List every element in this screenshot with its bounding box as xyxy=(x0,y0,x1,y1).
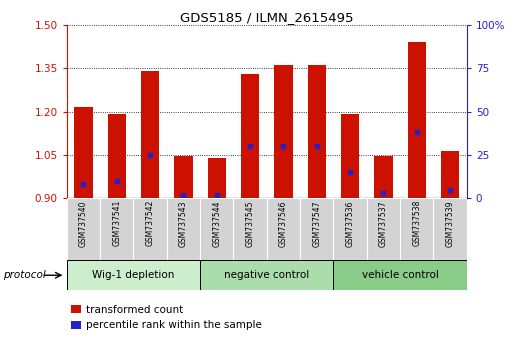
Bar xyxy=(367,198,400,260)
Bar xyxy=(141,71,159,198)
Bar xyxy=(74,107,92,198)
Bar xyxy=(333,198,367,260)
Bar xyxy=(308,65,326,198)
Bar xyxy=(267,198,300,260)
Text: GSM737539: GSM737539 xyxy=(446,200,455,247)
Bar xyxy=(374,156,392,198)
Text: negative control: negative control xyxy=(224,270,309,280)
Title: GDS5185 / ILMN_2615495: GDS5185 / ILMN_2615495 xyxy=(180,11,353,24)
Bar xyxy=(100,198,133,260)
Text: GSM737538: GSM737538 xyxy=(412,200,421,246)
Bar xyxy=(241,74,259,198)
Text: GSM737543: GSM737543 xyxy=(179,200,188,247)
Text: GSM737537: GSM737537 xyxy=(379,200,388,247)
Bar xyxy=(433,198,467,260)
Text: GSM737544: GSM737544 xyxy=(212,200,221,247)
Text: protocol: protocol xyxy=(3,270,46,280)
Bar xyxy=(400,198,433,260)
Text: GSM737536: GSM737536 xyxy=(346,200,354,247)
Text: vehicle control: vehicle control xyxy=(362,270,439,280)
Bar xyxy=(233,198,267,260)
Bar xyxy=(274,65,292,198)
Text: GSM737545: GSM737545 xyxy=(246,200,254,247)
Bar xyxy=(333,260,467,290)
Text: GSM737542: GSM737542 xyxy=(146,200,154,246)
Text: GSM737547: GSM737547 xyxy=(312,200,321,247)
Bar xyxy=(441,150,459,198)
Text: GSM737540: GSM737540 xyxy=(79,200,88,247)
Bar xyxy=(200,198,233,260)
Bar xyxy=(167,198,200,260)
Bar xyxy=(67,198,100,260)
Bar xyxy=(133,198,167,260)
Bar xyxy=(300,198,333,260)
Bar xyxy=(208,158,226,198)
Text: GSM737546: GSM737546 xyxy=(279,200,288,247)
Bar xyxy=(408,42,426,198)
Text: Wig-1 depletion: Wig-1 depletion xyxy=(92,270,174,280)
Bar xyxy=(341,114,359,198)
Bar xyxy=(174,156,192,198)
Bar xyxy=(67,260,200,290)
Text: GSM737541: GSM737541 xyxy=(112,200,121,246)
Bar xyxy=(200,260,333,290)
Legend: transformed count, percentile rank within the sample: transformed count, percentile rank withi… xyxy=(67,301,267,335)
Bar xyxy=(108,114,126,198)
